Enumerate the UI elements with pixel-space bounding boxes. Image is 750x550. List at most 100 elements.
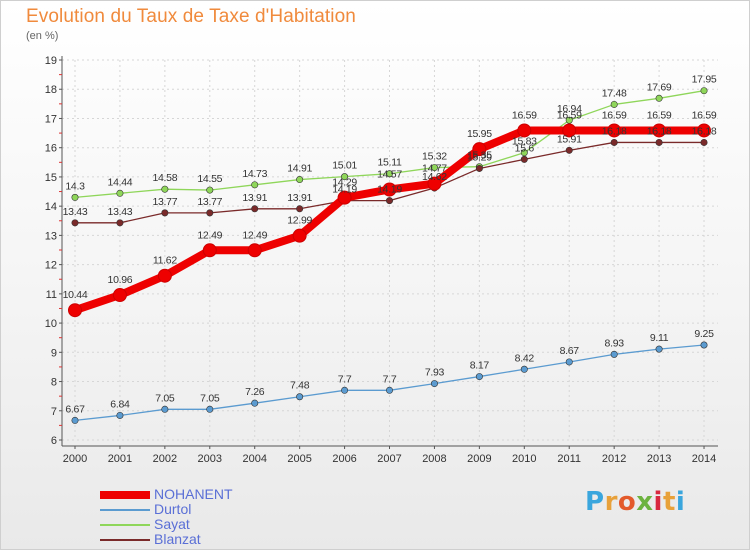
data-label-blanzat: 15.29 (467, 151, 492, 163)
data-label-durtol: 6.84 (110, 398, 130, 410)
chart-title: Evolution du Taux de Taxe d'Habitation (26, 6, 356, 27)
data-label-durtol: 7.93 (425, 367, 445, 379)
data-point-nohanent (112, 288, 127, 303)
data-label-sayat: 17.95 (692, 74, 717, 86)
data-point-blanzat (206, 209, 214, 217)
y-tick-label: 11 (46, 289, 57, 301)
data-label-durtol: 9.25 (694, 328, 714, 340)
data-point-sayat (610, 100, 618, 108)
data-point-blanzat (386, 197, 394, 205)
x-tick-label: 2006 (332, 453, 356, 465)
data-point-nohanent (652, 123, 667, 138)
y-tick-label: 17 (45, 113, 57, 125)
data-label-nohanent: 12.99 (287, 215, 312, 227)
data-point-durtol (520, 365, 528, 373)
data-label-nohanent: 14.77 (422, 163, 447, 175)
data-point-nohanent (607, 123, 622, 138)
data-label-sayat: 14.55 (197, 173, 222, 185)
y-tick-label: 16 (45, 143, 57, 155)
data-point-blanzat (610, 138, 618, 146)
y-tick-label: 19 (45, 55, 57, 67)
data-point-blanzat (161, 209, 169, 217)
data-point-nohanent (247, 243, 262, 258)
data-point-nohanent (68, 303, 82, 318)
chart-subtitle: (en %) (26, 30, 59, 42)
y-tick-label: 10 (45, 318, 57, 330)
data-label-sayat: 15.32 (422, 151, 447, 163)
legend-label: Durtol (154, 501, 192, 517)
data-label-blanzat: 16.18 (602, 125, 627, 137)
data-point-sayat (71, 193, 79, 201)
data-label-sayat: 17.69 (647, 81, 672, 93)
data-point-durtol (341, 386, 349, 394)
data-label-nohanent: 14.57 (377, 168, 402, 180)
data-label-nohanent: 12.49 (197, 229, 222, 241)
data-label-durtol: 8.67 (560, 345, 580, 357)
data-point-blanzat (700, 138, 708, 146)
data-label-nohanent: 15.95 (467, 128, 492, 140)
data-point-nohanent (337, 190, 352, 205)
data-point-sayat (116, 189, 124, 197)
data-point-nohanent (157, 268, 172, 283)
data-point-durtol (700, 341, 708, 349)
data-label-nohanent: 16.59 (557, 109, 582, 121)
data-label-sayat: 14.3 (65, 180, 85, 192)
data-label-blanzat: 14.19 (332, 184, 357, 196)
legend-swatch (100, 539, 150, 541)
data-label-nohanent: 14.29 (332, 177, 357, 189)
data-point-durtol (475, 373, 483, 381)
data-label-sayat: 14.91 (287, 163, 312, 175)
data-label-nohanent: 11.62 (153, 255, 177, 267)
legend-label: Sayat (154, 516, 190, 532)
data-label-sayat: 15.35 (467, 150, 492, 162)
data-label-sayat: 15.83 (512, 136, 537, 148)
y-tick-label: 14 (45, 201, 57, 213)
data-label-durtol: 7.48 (290, 380, 310, 392)
data-point-nohanent (427, 176, 442, 191)
data-label-nohanent: 16.59 (692, 109, 717, 121)
y-tick-label: 7 (51, 406, 57, 418)
data-point-blanzat (565, 146, 573, 154)
x-tick-label: 2005 (287, 453, 311, 465)
data-label-blanzat: 16.18 (647, 125, 672, 137)
data-point-durtol (161, 405, 169, 413)
legend-label: NOHANENT (154, 486, 233, 502)
data-label-durtol: 6.67 (65, 403, 85, 415)
data-point-nohanent (382, 182, 397, 197)
y-tick-label: 6 (51, 435, 57, 447)
x-tick-label: 2002 (153, 453, 177, 465)
data-label-blanzat: 14.19 (377, 184, 402, 196)
data-point-blanzat (475, 164, 483, 172)
data-point-nohanent (562, 123, 577, 138)
data-point-sayat (341, 173, 349, 181)
y-tick-label: 9 (51, 347, 57, 359)
data-point-durtol (610, 350, 618, 358)
data-label-sayat: 14.44 (108, 176, 133, 188)
data-point-sayat (520, 149, 528, 157)
data-label-durtol: 9.11 (650, 332, 669, 344)
data-label-durtol: 7.05 (155, 392, 175, 404)
x-tick-label: 2009 (467, 453, 491, 465)
data-point-sayat (386, 170, 394, 178)
data-label-blanzat: 13.77 (152, 196, 177, 208)
x-tick-label: 2004 (242, 453, 266, 465)
y-tick-label: 13 (45, 230, 57, 242)
data-point-blanzat (116, 219, 124, 227)
data-point-nohanent (517, 123, 532, 138)
data-point-durtol (565, 358, 573, 366)
x-tick-label: 2000 (63, 453, 87, 465)
data-point-blanzat (296, 205, 304, 213)
x-tick-label: 2012 (602, 453, 626, 465)
data-point-durtol (71, 416, 79, 424)
data-label-blanzat: 13.91 (242, 192, 267, 204)
data-point-sayat (565, 116, 573, 124)
data-point-sayat (161, 185, 169, 193)
data-label-durtol: 7.7 (383, 373, 397, 385)
proxiti-logo: Proxiti (585, 487, 686, 517)
data-label-blanzat: 16.18 (692, 125, 717, 137)
data-point-durtol (116, 411, 124, 419)
data-label-blanzat: 13.77 (197, 196, 222, 208)
data-label-sayat: 17.48 (602, 87, 627, 99)
legend-swatch (100, 509, 150, 511)
data-point-sayat (700, 87, 708, 95)
